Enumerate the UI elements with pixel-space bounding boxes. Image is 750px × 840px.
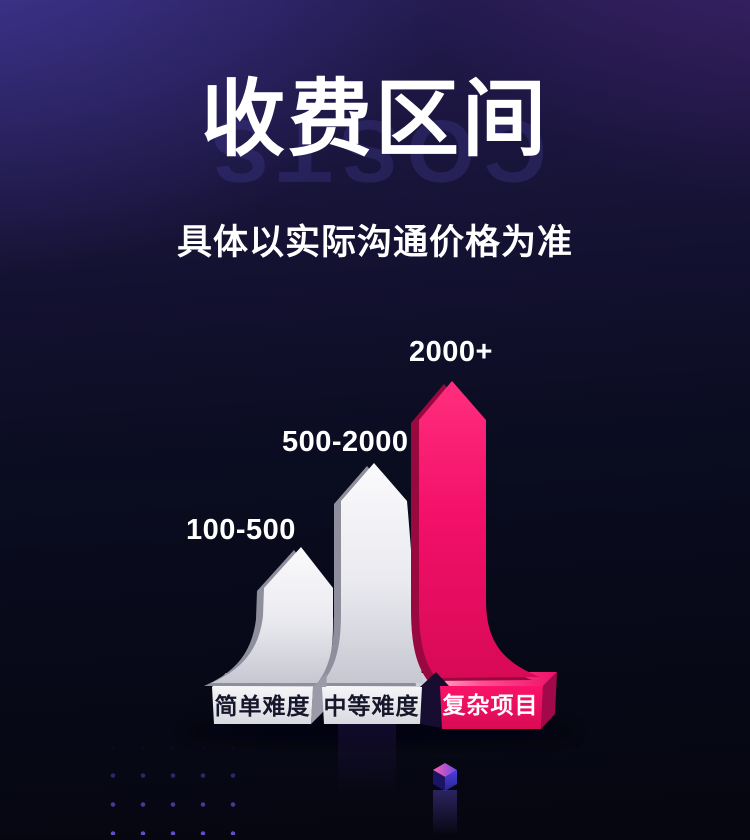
page-subtitle: 具体以实际沟通价格为准 [176,223,573,262]
dot-grid-decoration [86,748,238,835]
bar-complex-face [419,381,540,678]
bar-simple-face [211,547,333,683]
box-side-simple [311,673,327,724]
box-side-complex [541,672,557,729]
box-front-simple [212,687,313,724]
value-label-simple: 100-500 [186,514,296,546]
cube-right-face [445,770,457,791]
bar-complex [411,381,540,681]
cube-decoration [433,763,457,791]
light-beam-decoration [433,790,457,835]
value-label-complex: 2000+ [409,336,493,368]
category-label-complex: 复杂项目 [442,692,539,718]
category-label-simple: 简单难度 [214,693,311,719]
box-front-complex [440,686,543,729]
cube-left-face [433,770,445,791]
category-label-medium: 中等难度 [323,693,420,719]
bar-medium [315,463,423,686]
page-title: 收费区间 [200,72,549,166]
box-front-medium [322,687,422,724]
bar-simple [204,547,333,686]
value-label-medium: 500-2000 [282,426,409,458]
reflection [338,724,396,794]
bar-medium-face [322,463,423,683]
